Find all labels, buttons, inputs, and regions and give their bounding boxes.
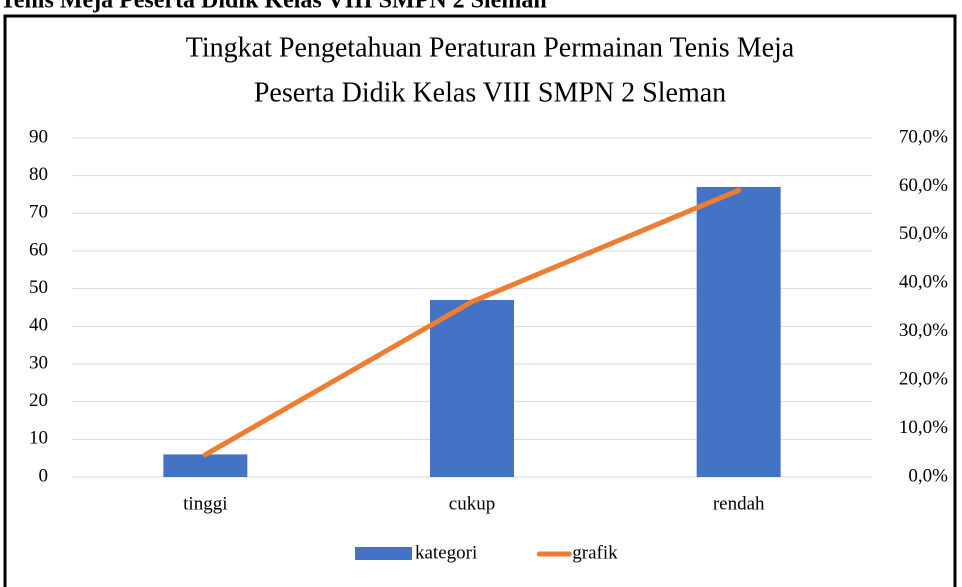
chart-title: Peserta Didik Kelas VIII SMPN 2 Sleman (254, 77, 726, 108)
y-tick-label: 30 (29, 352, 48, 373)
x-tick-label: rendah (713, 493, 765, 514)
y-tick-label: 80 (29, 164, 48, 185)
y-tick-label: 90 (29, 126, 48, 147)
y-tick-label: 50 (29, 277, 48, 298)
y-tick-label: 0 (39, 465, 49, 486)
legend-label: kategori (415, 542, 477, 563)
y2-tick-label: 20,0% (899, 369, 948, 390)
y2-tick-label: 60,0% (899, 175, 948, 196)
page-heading: Tenis Meja Peserta Didik Kelas VIII SMPN… (0, 0, 547, 14)
y2-tick-label: 70,0% (899, 126, 948, 147)
y-tick-label: 70 (29, 202, 48, 223)
y-tick-label: 20 (29, 390, 48, 411)
bar (163, 454, 248, 477)
y-tick-label: 40 (29, 315, 48, 336)
y2-tick-label: 30,0% (899, 320, 948, 341)
legend-swatch (355, 547, 412, 560)
x-tick-label: cukup (449, 493, 495, 514)
line (202, 187, 742, 458)
y-tick-label: 60 (29, 239, 48, 260)
bar (430, 299, 514, 477)
x-tick-label: tinggi (183, 493, 227, 514)
y-tick-label: 10 (29, 428, 48, 449)
y2-tick-label: 50,0% (899, 223, 948, 244)
y2-tick-label: 10,0% (899, 417, 948, 438)
legend-label: grafik (572, 542, 618, 563)
y2-tick-label: 40,0% (899, 272, 948, 293)
y2-tick-label: 0,0% (908, 465, 948, 486)
bar (696, 186, 781, 477)
chart-title: Tingkat Pengetahuan Peraturan Permainan … (186, 32, 795, 63)
